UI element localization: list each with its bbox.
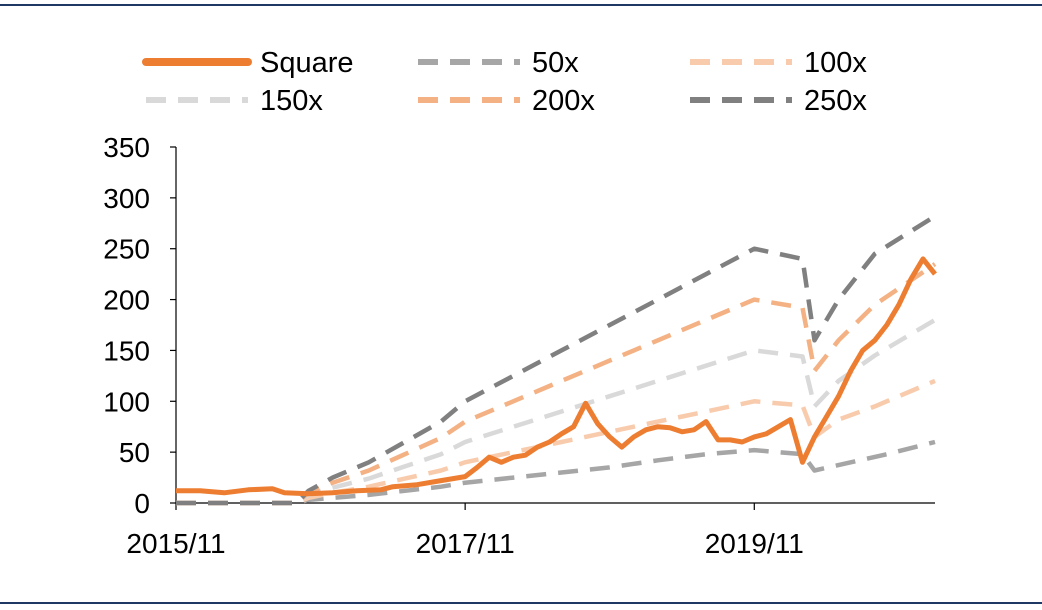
top-rule: [0, 4, 1042, 6]
y-tick-label: 100: [103, 386, 150, 417]
series-line-200x: [176, 262, 937, 506]
legend-label-250x: 250x: [804, 85, 867, 117]
legend-label-square: Square: [260, 47, 354, 79]
series-line-150x: [176, 317, 937, 506]
y-tick-label: 150: [103, 335, 150, 366]
series-line-100x: [176, 378, 936, 506]
x-tick-label: 2015/11: [126, 528, 225, 559]
y-tick-label: 200: [103, 285, 150, 316]
series-line-square: [176, 256, 937, 497]
series-line-50x: [176, 439, 936, 506]
y-tick-label: 300: [103, 183, 150, 214]
y-tick-label: 50: [119, 437, 150, 468]
legend-label-100x: 100x: [804, 47, 867, 79]
legend: Square 50x 100x 150x 200x 250x: [142, 47, 867, 117]
y-tick-label: 0: [134, 488, 150, 519]
x-tick-label: 2019/11: [705, 528, 804, 559]
axes: 0 50 100 150 200 250 300 350 2015/11 2017/11 2019/…: [103, 132, 935, 559]
legend-label-150x: 150x: [260, 85, 323, 117]
series-group: [176, 214, 937, 506]
y-tick-label: 250: [103, 234, 150, 265]
legend-label-50x: 50x: [532, 47, 579, 79]
legend-label-200x: 200x: [532, 85, 595, 117]
x-tick-label: 2017/11: [416, 528, 515, 559]
bottom-rule: [0, 602, 1042, 604]
y-tick-label: 350: [103, 132, 150, 163]
series-line-250x: [176, 214, 937, 506]
